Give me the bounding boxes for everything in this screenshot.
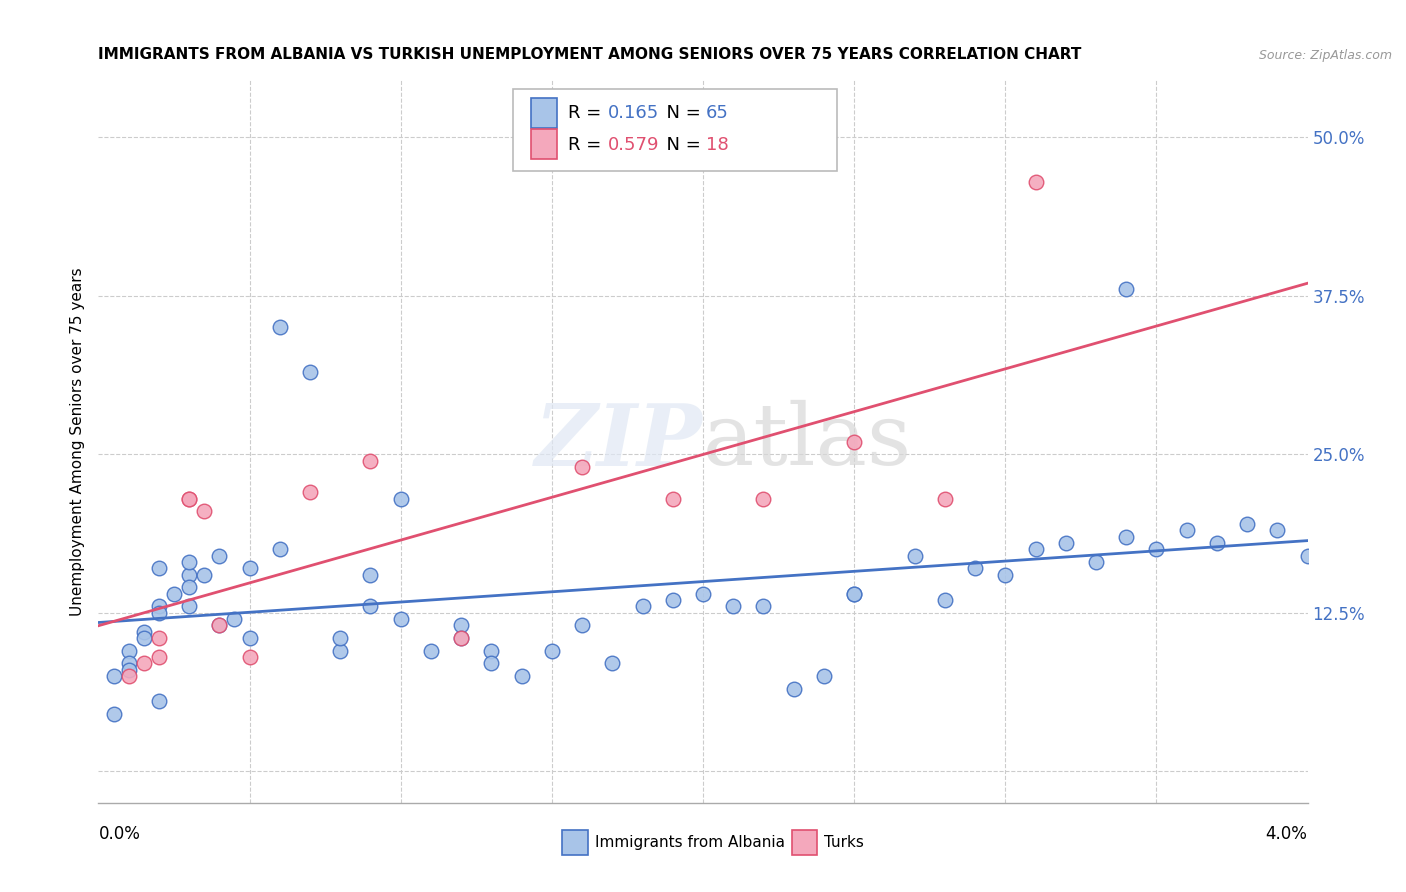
Point xyxy=(179,580,201,594)
Point xyxy=(481,643,503,657)
Point xyxy=(994,567,1017,582)
Point xyxy=(1025,542,1047,557)
Point xyxy=(163,587,186,601)
Text: Immigrants from Albania: Immigrants from Albania xyxy=(595,835,785,849)
Point xyxy=(208,549,231,563)
Point xyxy=(389,491,412,506)
Point xyxy=(103,707,125,722)
Point xyxy=(239,650,262,665)
Point xyxy=(904,549,927,563)
Point xyxy=(450,631,472,645)
Point xyxy=(118,669,141,683)
Point xyxy=(132,657,155,671)
Point xyxy=(148,694,170,708)
Point xyxy=(1296,549,1319,563)
Point xyxy=(420,643,443,657)
Point xyxy=(844,434,866,449)
Point xyxy=(208,618,231,632)
Point xyxy=(269,320,291,334)
Text: 65: 65 xyxy=(706,104,728,122)
Point xyxy=(1085,555,1108,569)
Point xyxy=(360,567,382,582)
Point xyxy=(118,657,141,671)
Point xyxy=(1267,523,1289,537)
Point xyxy=(193,504,215,518)
Point xyxy=(132,631,155,645)
Point xyxy=(389,612,412,626)
Point xyxy=(179,567,201,582)
Point xyxy=(329,643,352,657)
Point xyxy=(299,485,322,500)
Point xyxy=(571,459,593,474)
Point xyxy=(662,491,685,506)
Text: Source: ZipAtlas.com: Source: ZipAtlas.com xyxy=(1258,49,1392,62)
Point xyxy=(1175,523,1198,537)
Point xyxy=(239,631,262,645)
Point xyxy=(844,587,866,601)
Point xyxy=(118,643,141,657)
Text: 0.165: 0.165 xyxy=(607,104,658,122)
Point xyxy=(148,650,170,665)
Point xyxy=(118,663,141,677)
Point xyxy=(662,593,685,607)
Point xyxy=(450,618,472,632)
Point xyxy=(179,599,201,614)
Point xyxy=(934,491,956,506)
Point xyxy=(965,561,987,575)
Point xyxy=(602,657,624,671)
Point xyxy=(1025,175,1047,189)
Text: IMMIGRANTS FROM ALBANIA VS TURKISH UNEMPLOYMENT AMONG SENIORS OVER 75 YEARS CORR: IMMIGRANTS FROM ALBANIA VS TURKISH UNEMP… xyxy=(98,47,1081,62)
Point xyxy=(723,599,745,614)
Point xyxy=(360,599,382,614)
Point xyxy=(510,669,533,683)
Point xyxy=(132,624,155,639)
Point xyxy=(752,599,775,614)
Point xyxy=(844,587,866,601)
Text: N =: N = xyxy=(655,136,707,154)
Point xyxy=(179,491,201,506)
Point xyxy=(571,618,593,632)
Point xyxy=(148,599,170,614)
Point xyxy=(752,491,775,506)
Point xyxy=(193,567,215,582)
Text: ZIP: ZIP xyxy=(536,400,703,483)
Point xyxy=(934,593,956,607)
Point xyxy=(450,631,472,645)
Point xyxy=(360,453,382,467)
Point xyxy=(224,612,246,626)
Text: atlas: atlas xyxy=(703,400,912,483)
Point xyxy=(148,631,170,645)
Text: N =: N = xyxy=(655,104,707,122)
Text: R =: R = xyxy=(568,104,607,122)
Y-axis label: Unemployment Among Seniors over 75 years: Unemployment Among Seniors over 75 years xyxy=(70,268,86,615)
Point xyxy=(1115,282,1137,296)
Text: Turks: Turks xyxy=(824,835,863,849)
Point xyxy=(1206,536,1229,550)
Point xyxy=(179,555,201,569)
Point xyxy=(541,643,564,657)
Point xyxy=(329,631,352,645)
Point xyxy=(269,542,291,557)
Point xyxy=(1054,536,1077,550)
Point xyxy=(1236,516,1258,531)
Point xyxy=(239,561,262,575)
Point xyxy=(148,561,170,575)
Text: 4.0%: 4.0% xyxy=(1265,825,1308,843)
Point xyxy=(783,681,806,696)
Point xyxy=(148,606,170,620)
Point xyxy=(481,657,503,671)
Text: 0.579: 0.579 xyxy=(607,136,659,154)
Text: 18: 18 xyxy=(706,136,728,154)
Point xyxy=(299,365,322,379)
Point xyxy=(208,618,231,632)
Point xyxy=(1115,530,1137,544)
Text: 0.0%: 0.0% xyxy=(98,825,141,843)
Point xyxy=(179,491,201,506)
Point xyxy=(1146,542,1168,557)
Point xyxy=(692,587,714,601)
Point xyxy=(631,599,654,614)
Point xyxy=(103,669,125,683)
Point xyxy=(813,669,835,683)
Text: R =: R = xyxy=(568,136,607,154)
